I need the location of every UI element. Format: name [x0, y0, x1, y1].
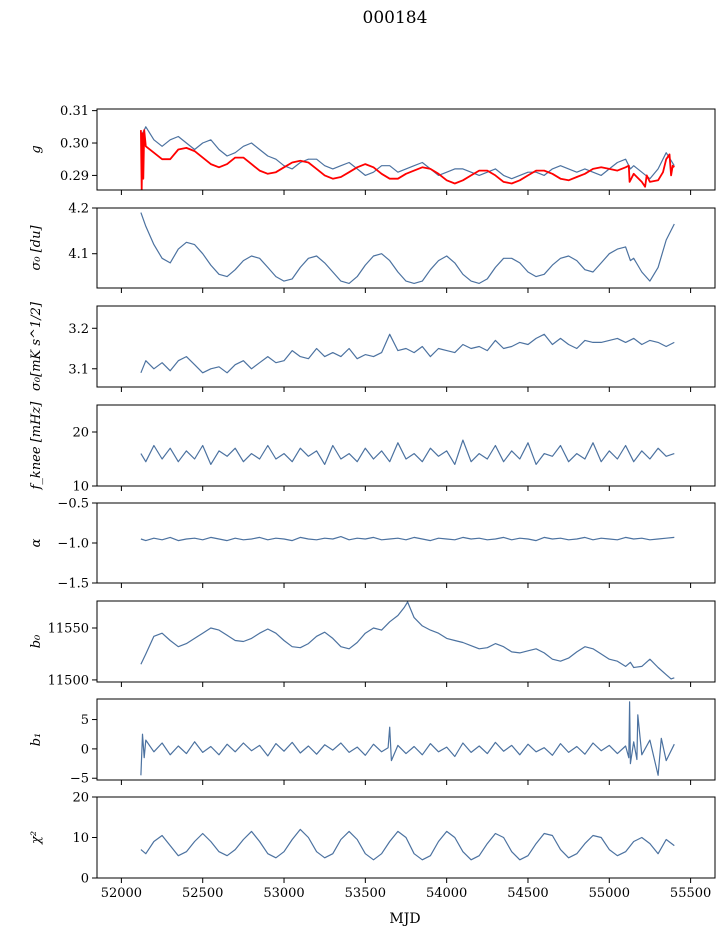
x-axis-label: MJD: [389, 911, 420, 927]
y-tick-label: 3.2: [68, 322, 89, 337]
panel-7: −5 0 5 b₁: [29, 698, 716, 787]
y-tick-label: 0: [81, 872, 89, 887]
y-tick-label: 11500: [48, 673, 89, 688]
panel-8: 0 10 20 52000 52500 53000 53500 54000 54500 55000…: [29, 791, 716, 901]
y-axis-label: b₀: [29, 634, 44, 648]
y-axis-label: χ²: [29, 831, 44, 845]
y-tick-label: 20: [72, 426, 89, 441]
axes-frame: [96, 207, 716, 289]
y-tick-label: −1.0: [57, 537, 89, 552]
axes-frame: [96, 600, 716, 683]
x-tick-label: 53500: [345, 886, 386, 901]
x-tick-label: 54000: [426, 886, 467, 901]
y-tick-label: 10: [72, 480, 89, 495]
series-line-1-1: [140, 126, 675, 180]
x-tick-label: 54500: [507, 886, 548, 901]
y-axis-label: σ₀[mK s^1/2]: [29, 301, 44, 391]
y-axis-label: α: [29, 538, 44, 547]
panel-1: 0.29 0.30 0.31 g: [29, 104, 716, 195]
y-axis-label: b₁: [29, 733, 44, 747]
series-line-6-1: [140, 601, 675, 680]
y-tick-label: 3.1: [68, 362, 89, 377]
y-tick-label: 10: [72, 831, 89, 846]
panel-6: 11500 11550 b₀: [29, 600, 716, 688]
y-tick-label: −1.5: [57, 577, 89, 592]
axes-frame: [96, 502, 716, 584]
x-tick-label: 55000: [589, 886, 630, 901]
x-tick-label: 55500: [670, 886, 711, 901]
y-tick-label: 0.29: [60, 169, 89, 184]
panel-3: 3.1 3.2 σ₀[mK s^1/2]: [29, 301, 716, 392]
series-line-7-1: [140, 701, 675, 776]
axes-frame: [96, 404, 716, 487]
panel-4: 10 20 f_knee [mHz]: [29, 401, 716, 495]
series-line-2-1: [140, 212, 675, 284]
panel-5: −1.5 −1.0 −0.5 α: [29, 497, 716, 592]
y-axis-label: g: [29, 145, 44, 153]
y-axis-label: σ₀ [du]: [29, 225, 44, 271]
series-line-4-1: [140, 439, 675, 465]
y-tick-label: 20: [72, 791, 89, 806]
y-tick-label: 5: [81, 713, 89, 728]
x-tick-label: 53000: [263, 886, 304, 901]
figure-title: 000184: [363, 8, 428, 28]
panels: 0.29 0.30 0.31 g 4.1 4.2 σ₀ [du] 3.1 3.2 σ₀[mK s^…: [29, 104, 716, 901]
y-tick-label: 11550: [48, 622, 89, 637]
y-tick-label: 0: [81, 742, 89, 757]
y-tick-label: 0.31: [60, 104, 89, 119]
series-line-5-1: [140, 535, 675, 542]
axes-frame: [96, 698, 716, 781]
y-tick-label: −5: [70, 772, 89, 787]
y-tick-label: 4.2: [68, 202, 89, 217]
y-tick-label: 0.30: [60, 137, 89, 152]
series-line-1-2: [140, 129, 675, 190]
x-tick-label: 52000: [101, 886, 142, 901]
panel-2: 4.1 4.2 σ₀ [du]: [29, 202, 716, 293]
axes-frame: [96, 108, 716, 191]
y-tick-label: −0.5: [57, 497, 89, 512]
series-line-8-1: [140, 828, 675, 861]
y-axis-label: f_knee [mHz]: [29, 401, 44, 491]
x-tick-label: 52500: [182, 886, 223, 901]
y-tick-label: 4.1: [68, 247, 89, 262]
axes-frame: [96, 305, 716, 388]
series-line-3-1: [140, 333, 675, 374]
